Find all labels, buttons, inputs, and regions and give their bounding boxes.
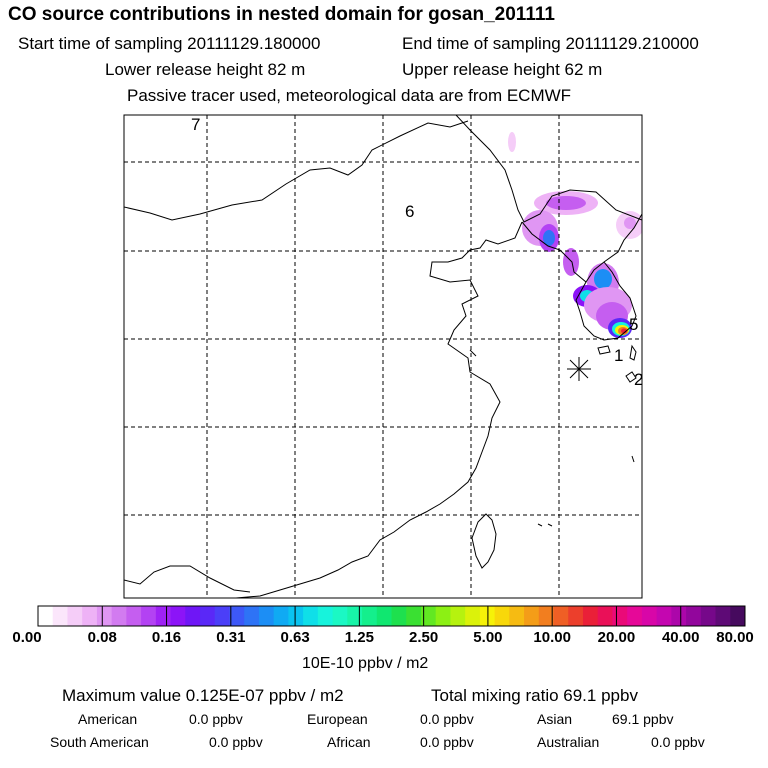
colorbar-cell	[288, 606, 304, 626]
colorbar-tick-label: 80.00	[716, 629, 754, 646]
colorbar-cell	[524, 606, 540, 626]
colorbar-tick-label: 0.63	[280, 629, 310, 646]
region-value-american: 0.0 ppbv	[189, 711, 243, 727]
region-label: 2	[634, 370, 643, 389]
colorbar-tick-label: 10.00	[533, 629, 571, 646]
colorbar-cell	[553, 606, 569, 626]
colorbar-cell	[406, 606, 422, 626]
colorbar-cell	[612, 606, 628, 626]
region-value-european: 0.0 ppbv	[420, 711, 474, 727]
colorbar-cell	[185, 606, 201, 626]
colorbar-cell	[700, 606, 717, 626]
colorbar-cell	[244, 606, 260, 626]
receptor-star-icon	[567, 357, 591, 381]
colorbar-cell	[509, 606, 525, 626]
colorbar-cell	[317, 606, 334, 626]
colorbar-cell	[229, 606, 245, 626]
colorbar-cell	[391, 606, 407, 626]
end-time: End time of sampling 20111129.210000	[402, 34, 699, 53]
region-value-south-american: 0.0 ppbv	[209, 734, 263, 750]
gridlines	[124, 115, 642, 598]
colorbar-tick-label: 0.08	[87, 629, 117, 646]
region-name-american: American	[78, 711, 138, 727]
colorbar-cell	[420, 606, 437, 626]
max-value-label: Maximum value 0.125E-07 ppbv / m2	[62, 686, 344, 705]
region-label: 7	[191, 115, 200, 134]
total-mixing-ratio-label: Total mixing ratio 69.1 ppbv	[431, 686, 638, 705]
lower-release-height: Lower release height 82 m	[105, 60, 306, 79]
coastlines	[124, 115, 642, 598]
colorbar-cell	[494, 606, 510, 626]
colorbar-tick-label: 5.00	[473, 629, 503, 646]
colorbar-cell	[582, 606, 599, 626]
colorbar-cell	[155, 606, 172, 626]
region-name-european: European	[307, 711, 368, 727]
colorbar-cell	[715, 606, 731, 626]
region-name-asian: Asian	[537, 711, 573, 727]
region-name-south-american: South American	[50, 734, 149, 750]
region-value-australian: 0.0 ppbv	[651, 734, 705, 750]
colorbar-tick-label: 0.16	[151, 629, 182, 646]
colorbar-cell	[126, 606, 142, 626]
colorbar-cell	[627, 606, 643, 626]
colorbar-tick-label: 0.31	[216, 629, 246, 646]
colorbar-cell	[686, 606, 702, 626]
region-labels: 7 6 5 1 2	[191, 115, 643, 389]
colorbar-cell	[67, 606, 83, 626]
colorbar-cell	[671, 606, 687, 626]
colorbar-cell	[38, 606, 54, 626]
colorbar-tick-label: 40.00	[661, 629, 700, 646]
colorbar-cell	[435, 606, 451, 626]
colorbar-cell	[303, 606, 319, 626]
region-label: 6	[405, 202, 414, 221]
colorbar-cell	[568, 606, 584, 626]
region-name-australian: Australian	[537, 734, 600, 750]
colorbar-tick-label: 20.00	[597, 629, 636, 646]
colorbar-units: 10E-10 ppbv / m2	[302, 655, 429, 672]
colorbar-cell	[214, 606, 230, 626]
colorbar-cell	[597, 606, 613, 626]
upper-release-height: Upper release height 62 m	[402, 60, 603, 79]
colorbar-cell	[273, 606, 289, 626]
colorbar-tick-label: 0.00	[12, 629, 42, 646]
colorbar-cell	[450, 606, 466, 626]
map-frame	[123, 114, 643, 599]
colorbar-cell	[82, 606, 98, 626]
colorbar-cell	[376, 606, 392, 626]
colorbar-tick-label: 1.25	[344, 629, 374, 646]
colorbar-cell	[538, 606, 555, 626]
colorbar-cell	[141, 606, 157, 626]
colorbar-cell	[200, 606, 216, 626]
concentration-plume	[508, 132, 642, 338]
colorbar-cell	[111, 606, 127, 626]
colorbar-cell	[347, 606, 363, 626]
colorbar-cells	[38, 606, 746, 626]
colorbar-cell	[52, 606, 68, 626]
colorbar-cell	[258, 606, 275, 626]
colorbar-cell	[96, 606, 113, 626]
colorbar-cell	[656, 606, 672, 626]
colorbar-cell	[641, 606, 658, 626]
region-label: 5	[629, 315, 638, 334]
colorbar-cell	[730, 606, 746, 626]
start-time: Start time of sampling 20111129.180000	[18, 34, 321, 53]
region-value-african: 0.0 ppbv	[420, 734, 474, 750]
region-label: 1	[614, 346, 623, 365]
colorbar-cell	[170, 606, 186, 626]
tracer-note: Passive tracer used, meteorological data…	[127, 86, 572, 105]
colorbar-frame	[37, 605, 746, 627]
region-name-african: African	[327, 734, 371, 750]
chart-title: CO source contributions in nested domain…	[8, 4, 555, 25]
colorbar-cell	[362, 606, 378, 626]
colorbar-tick-label: 2.50	[409, 629, 439, 646]
region-value-asian: 69.1 ppbv	[612, 711, 674, 727]
colorbar-cell	[332, 606, 348, 626]
colorbar-cell	[465, 606, 481, 626]
map-content: 7 6 5 1 2	[124, 115, 643, 598]
